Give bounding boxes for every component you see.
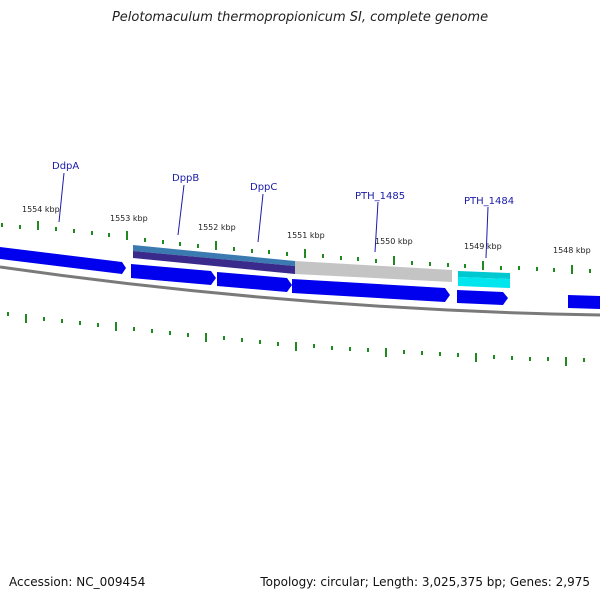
kbp-label: 1548 kbp [553, 246, 591, 255]
kbp-labels: 1554 kbp 1553 kbp 1552 kbp 1551 kbp 1550… [22, 205, 591, 255]
gene-label-dppb: DppB [172, 173, 199, 184]
genome-backbone [0, 265, 600, 317]
leader-line-pth1484 [485, 206, 489, 259]
leader-line-dppc [257, 193, 264, 243]
leader-line-dppb [177, 184, 185, 236]
leader-line-pth1485 [374, 201, 379, 253]
kbp-label: 1549 kbp [464, 242, 502, 251]
kbp-label: 1553 kbp [110, 214, 148, 223]
gene-arrow-track [131, 264, 600, 309]
inner-tick-row [7, 312, 585, 366]
gene-label-ddpa: DdpA [52, 161, 79, 172]
kbp-label: 1551 kbp [287, 231, 325, 240]
accession-text: Accession: NC_009454 [9, 575, 146, 589]
gene-labels: DdpA DppB DppC PTH_1485 PTH_1484 [52, 161, 514, 207]
gene-arrow-pth1484 [457, 290, 508, 305]
gene-label-pth1484: PTH_1484 [464, 196, 514, 207]
gene-label-pth1485: PTH_1485 [355, 191, 405, 202]
feature-band-cyan [458, 277, 510, 288]
feature-band-cyan-dark [458, 271, 510, 279]
feature-band-teal [133, 245, 295, 266]
gene-arrow-ddpa [0, 247, 126, 274]
map-title: Pelotomaculum thermopropionicum SI, comp… [111, 10, 489, 25]
gene-arrow-pth1485 [292, 279, 450, 302]
gene-arrow-next [568, 295, 600, 309]
gene-label-dppc: DppC [250, 182, 277, 193]
genome-summary-text: Topology: circular; Length: 3,025,375 bp… [260, 575, 590, 589]
outer-tick-row [1, 221, 591, 274]
kbp-label: 1550 kbp [375, 237, 413, 246]
kbp-label: 1554 kbp [22, 205, 60, 214]
gene-arrow-dppc [217, 272, 292, 292]
feature-track [0, 245, 510, 288]
feature-band-grey [295, 261, 452, 282]
gene-leader-lines [58, 172, 489, 259]
gene-arrow-dppb [131, 264, 216, 285]
leader-line-ddpa [58, 172, 65, 223]
kbp-label: 1552 kbp [198, 223, 236, 232]
feature-band-purple [133, 251, 295, 274]
